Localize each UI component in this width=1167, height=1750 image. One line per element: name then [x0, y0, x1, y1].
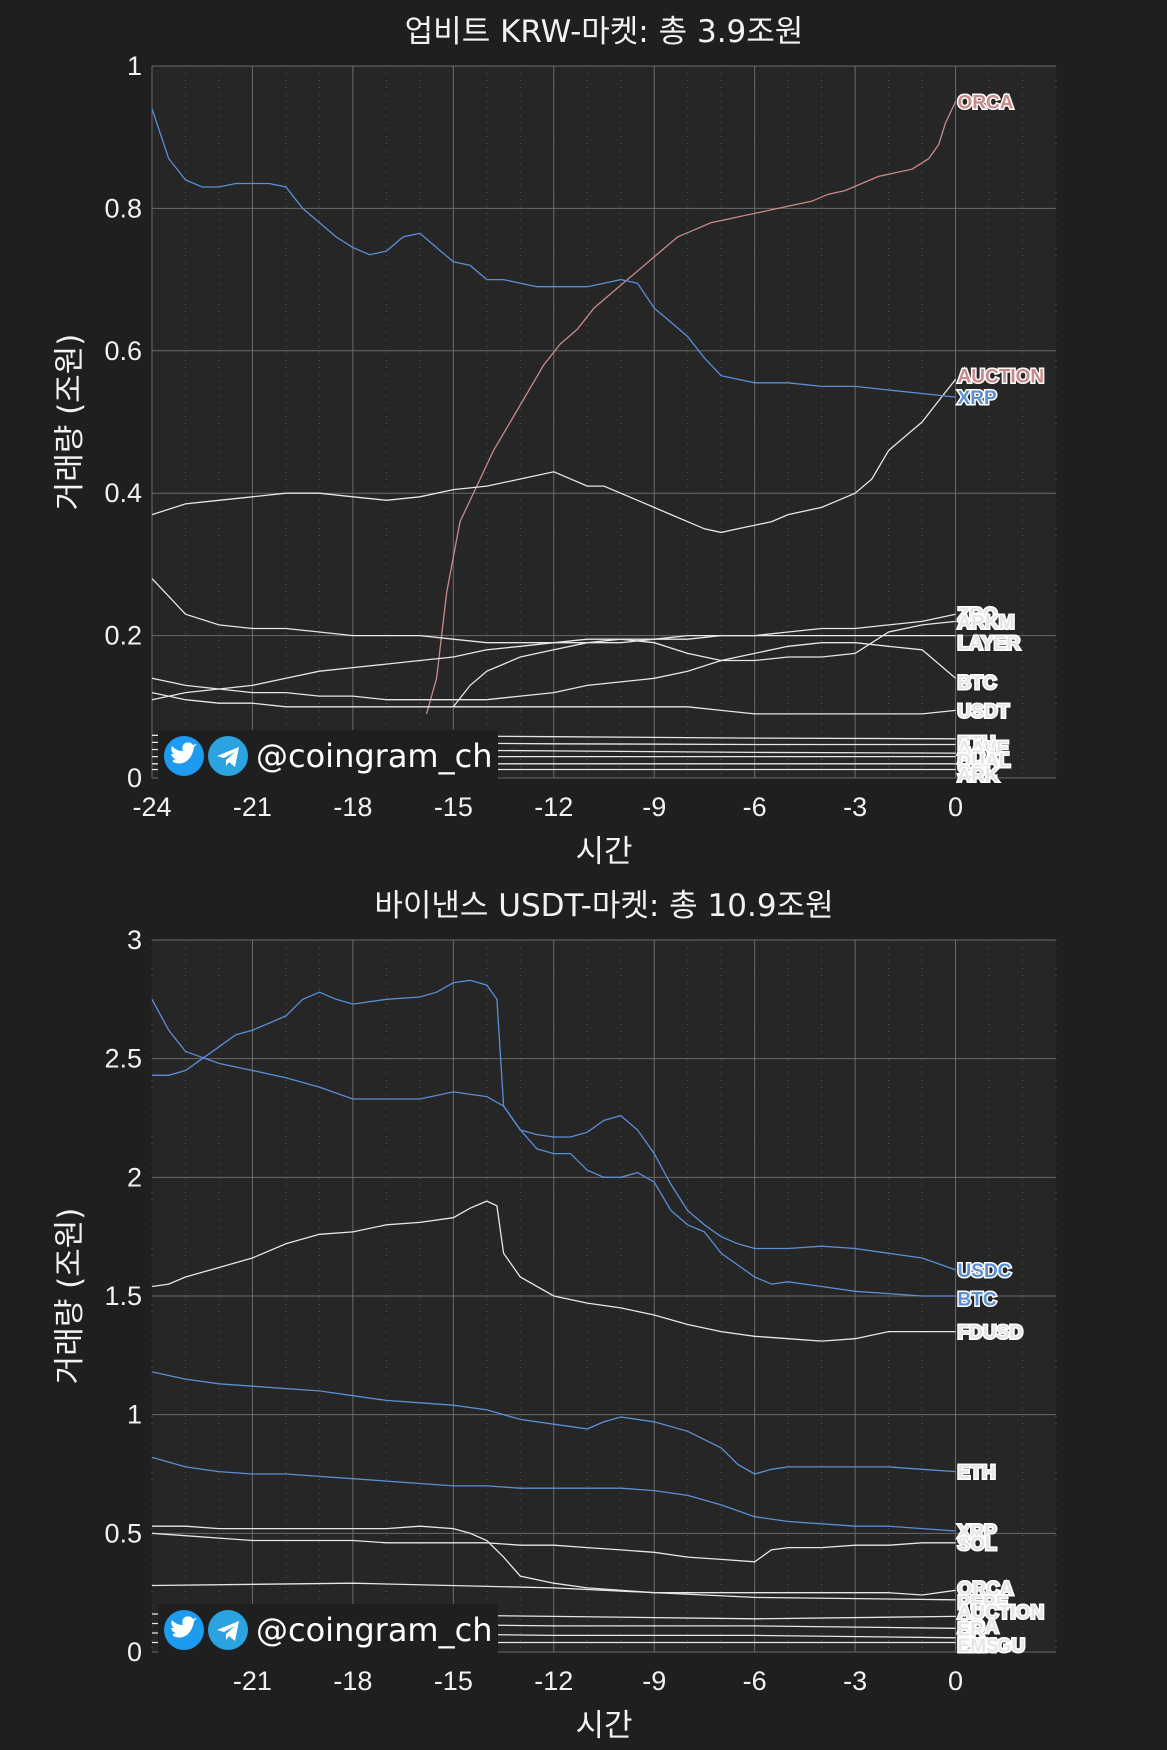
end-label-sol: SOL: [958, 1534, 997, 1555]
end-label-xrp: XRP: [958, 388, 997, 409]
end-label-xrp: XRP: [958, 1522, 997, 1543]
telegram-icon: [208, 1610, 248, 1650]
x-tick-label: -9: [642, 792, 666, 822]
series-line-xrp: [151, 108, 956, 398]
x-tick-label: -15: [434, 792, 473, 822]
x-tick-label: -18: [333, 1666, 372, 1696]
end-label-dual: DUAL: [958, 751, 1011, 772]
end-label-ems: EMS: [958, 1636, 999, 1657]
x-axis-label: 시간: [575, 1708, 632, 1744]
end-label-eth: ETH: [958, 1463, 996, 1484]
telegram-plane-shape: [217, 1621, 239, 1641]
y-tick-label: 2: [127, 1162, 142, 1192]
y-tick-label: 1: [127, 1400, 142, 1430]
series-line-eth: [151, 1371, 956, 1475]
series-line-layer: [452, 634, 956, 708]
series-line-orca: [152, 1525, 956, 1596]
grid: [151, 939, 1057, 1653]
watermark-handle: @coingram_ch: [256, 1611, 492, 1649]
end-label-fdusd: FDUSD: [958, 1323, 1023, 1344]
plot-area: [152, 66, 1056, 778]
x-tick-label: -9: [642, 1666, 666, 1696]
end-label-auction: AUCTION: [958, 367, 1045, 388]
tick-labels: -21 -18 -15 -12 -9 -6 -3 0 0 0.5 1 1.5 2 2.5 3: [104, 925, 963, 1696]
end-label-ark: ARK: [958, 765, 999, 786]
series-line-orca: [425, 101, 957, 715]
x-tick-label: -6: [743, 1666, 767, 1696]
twitter-bird-shape: [171, 742, 197, 764]
y-tick-label: 0.6: [104, 336, 142, 366]
x-tick-label: -3: [843, 792, 867, 822]
y-tick-label: 0.4: [104, 478, 142, 508]
y-tick-label: 3: [127, 925, 142, 955]
end-label-usdc: USDC: [958, 1261, 1012, 1282]
x-tick-label: -12: [534, 792, 573, 822]
series-line-pepe: [151, 1582, 956, 1601]
chart-title: 업비트 KRW-마켓: 총 3.9조원: [405, 14, 804, 50]
end-label-eth: ETH: [958, 733, 996, 754]
x-tick-label: -3: [843, 1666, 867, 1696]
end-label-zro: ZRO: [958, 605, 998, 626]
y-tick-label: 0.8: [104, 193, 142, 223]
x-tick-label: 0: [948, 792, 963, 822]
series-line-btc: [151, 642, 957, 701]
x-tick-label: 0: [948, 1666, 963, 1696]
tick-labels: -24 -21 -18 -15 -12 -9 -6 -3 0 0 0.2 0.4 0.6 0.8 1: [104, 51, 963, 822]
upbit-chart-panel: -24 -21 -18 -15 -12 -9 -6 -3 0 0 0.2 0.4 0.6 0.8 1 ORC…: [52, 14, 1057, 870]
series-line-sol: [151, 1532, 956, 1563]
end-label-ada: ADA: [958, 1617, 999, 1638]
y-tick-label: 1: [127, 51, 142, 81]
x-tick-label: -21: [233, 1666, 272, 1696]
end-label-layer: LAYER: [958, 634, 1021, 655]
series-line-auction: [151, 378, 957, 534]
watermark: @coingram_ch: [158, 730, 498, 782]
series-line-btc: [151, 998, 956, 1297]
end-label-usdt: USDT: [958, 701, 1010, 722]
end-label-btc: BTC: [958, 1289, 997, 1310]
end-label-arkm: ARKM: [958, 612, 1015, 633]
series-line-xrp: [151, 1456, 956, 1532]
y-tick-label: 0: [127, 1637, 142, 1667]
y-tick-label: 0.5: [104, 1518, 142, 1548]
x-axis-label: 시간: [575, 834, 632, 870]
x-tick-label: -21: [233, 792, 272, 822]
end-label-auction: AUCTION: [958, 1603, 1045, 1624]
y-axis-label: 거래량 (조원): [52, 1208, 88, 1385]
series-line-fdusd: [151, 1200, 956, 1342]
end-label-er: ER: [958, 1619, 985, 1640]
end-label-sol: SOL: [958, 762, 997, 783]
y-axis-label: 거래량 (조원): [52, 334, 88, 511]
end-label-btc: BTC: [958, 673, 997, 694]
x-tick-label: -12: [534, 1666, 573, 1696]
y-tick-label: 2.5: [104, 1044, 142, 1074]
y-tick-label: 0.2: [104, 621, 142, 651]
telegram-plane-shape: [217, 747, 239, 767]
chart-title: 바이낸스 USDT-마켓: 총 10.9조원: [374, 888, 833, 924]
series-line-usdt: [151, 691, 956, 715]
x-tick-label: -18: [333, 792, 372, 822]
y-tick-label: 1.5: [104, 1281, 142, 1311]
end-label-pengu: PENGU: [958, 1636, 1026, 1657]
end-label-orca: ORCA: [958, 93, 1014, 114]
end-label-aave: AAVE: [958, 738, 1009, 759]
x-tick-label: -24: [132, 792, 171, 822]
x-tick-label: -15: [434, 1666, 473, 1696]
binance-chart-panel: -21 -18 -15 -12 -9 -6 -3 0 0 0.5 1 1.5 2 2.5 3 USDC BTC…: [52, 888, 1057, 1744]
watermark-handle: @coingram_ch: [256, 737, 492, 775]
y-tick-label: 0: [127, 763, 142, 793]
twitter-bird-shape: [171, 1616, 197, 1638]
watermark: @coingram_ch: [158, 1604, 498, 1656]
series-line-arkm: [151, 620, 956, 701]
end-label-ada: ADA: [958, 748, 999, 769]
end-label-orca: ORCA: [958, 1579, 1014, 1600]
telegram-icon: [208, 736, 248, 776]
end-label-pepe: PEPE: [958, 1593, 1009, 1614]
x-tick-label: -6: [743, 792, 767, 822]
